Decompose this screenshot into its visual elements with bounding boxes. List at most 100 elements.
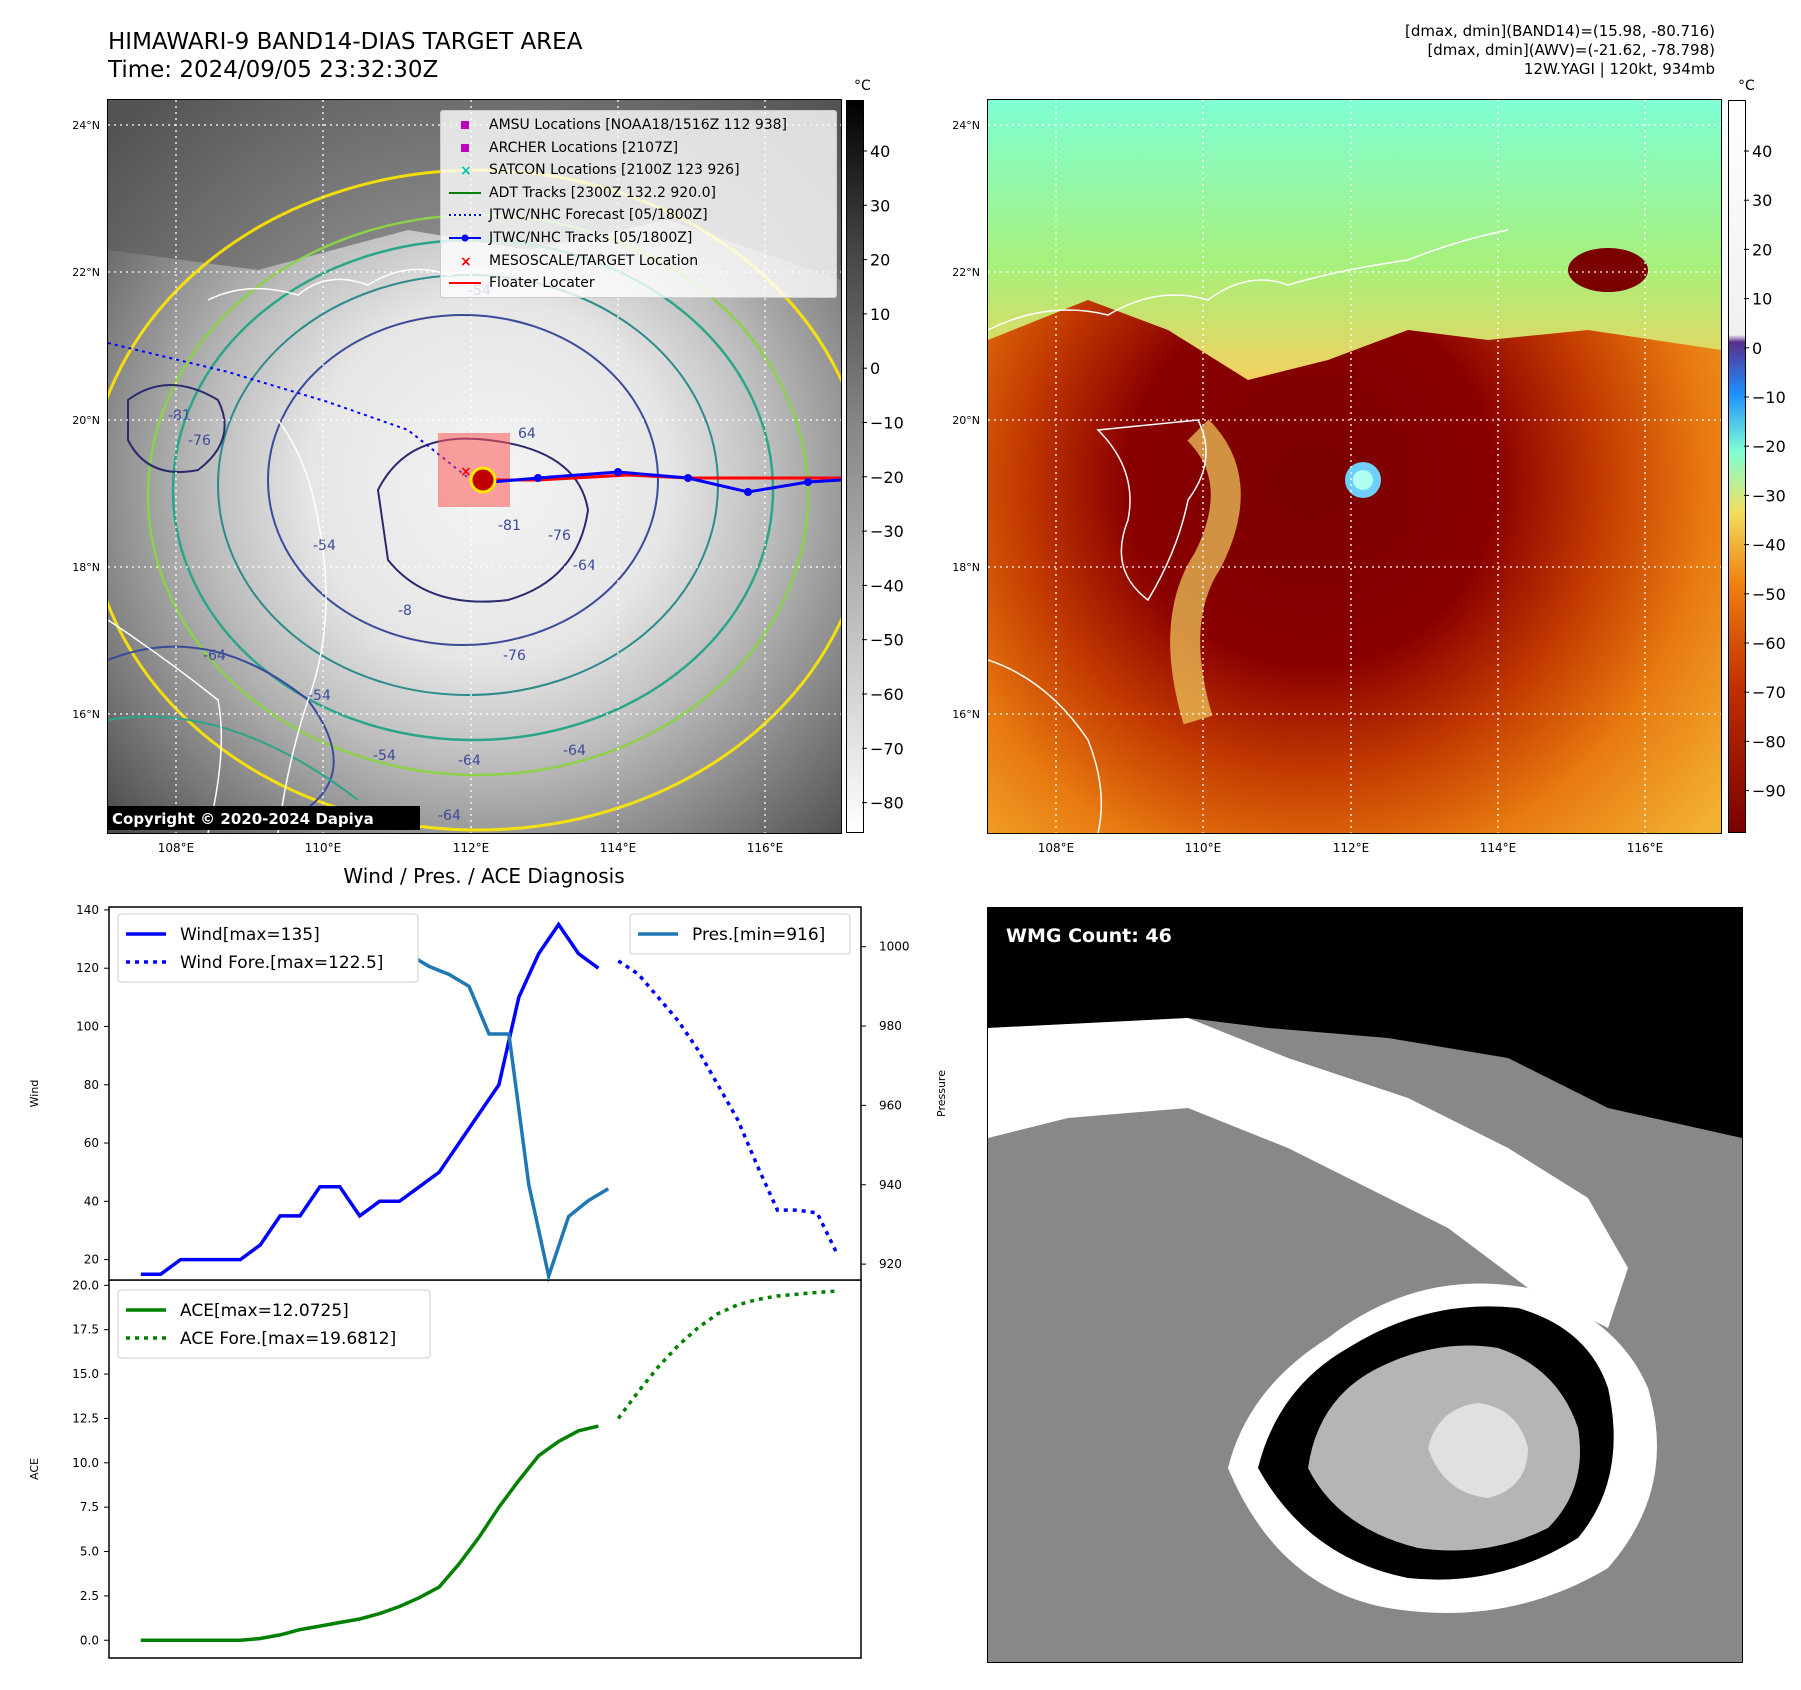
lon-label: 110°E [1185,841,1222,855]
y2-tick-label: 940 [879,1178,902,1192]
y-tick-label: 40 [84,1194,99,1208]
awv-map [988,100,1721,833]
lat-label: 22°N [72,266,100,279]
legend-swatch-icon [449,282,481,285]
legend-entry: ADT Tracks [2300Z 132.2 920.0] [447,183,716,203]
colorbar-tick-label: −50 [870,631,904,650]
y-tick-label: 12.5 [72,1411,99,1425]
legend-series-name: ACE Fore.[max=19.6812] [180,1329,396,1349]
title-line-2: Time: 2024/09/05 23:32:30Z [108,57,439,83]
contour-label: -76 [188,433,211,449]
legend-label: AMSU Locations [NOAA18/1516Z 112 938] [489,117,788,133]
legend-entry: × MESOSCALE/TARGET Location [447,251,698,271]
copyright-text: Copyright © 2020-2024 Dapiya [112,810,374,828]
contour-label: -64 [458,753,481,769]
colorbar-unit-left: °C [854,78,871,94]
track-legend: AMSU Locations [NOAA18/1516Z 112 938] ARC… [440,110,837,298]
legend-series-name: Wind Fore.[max=122.5] [180,953,383,973]
legend-swatch-icon [461,121,469,129]
chart-legend [117,1289,431,1359]
y-axis-label: ACE [28,1458,41,1480]
series-line [140,921,600,1276]
colorbar-tick-label: −80 [1752,732,1786,751]
wind-pressure-chart: 20 40 60 80 100 120 140 Wind 920 940 960 980 1000 Pre… [28,903,948,1283]
contour-label: -81 [498,518,521,534]
wmg-frame [987,907,1743,1663]
colorbar-tick-label: −80 [870,794,904,813]
y-tick-label: 15.0 [72,1367,99,1381]
wmg-panel: WMG Count: 46 [988,908,1742,1662]
legend-label: ADT Tracks [2300Z 132.2 920.0] [489,184,716,201]
legend-label: ARCHER Locations [2107Z] [489,139,679,156]
colorbar-left [846,100,864,833]
series-line [617,959,839,1255]
lon-label: 116°E [747,841,784,855]
diagnosis-title: Wind / Pres. / ACE Diagnosis [343,864,625,888]
lon-label: 112°E [453,841,490,855]
legend-series-name: ACE[max=12.0725] [180,1301,349,1321]
contour-label: -8 [398,603,412,619]
ir-map-frame [107,99,842,834]
y-tick-label: 20.0 [72,1280,99,1292]
legend-label: MESOSCALE/TARGET Location [489,252,699,269]
contour-label: -76 [503,648,526,664]
legend-entry: × SATCON Locations [2100Z 123 926] [447,160,740,180]
storm-center-marker [469,466,497,494]
lat-label: 20°N [952,414,980,427]
colorbar-right [1728,100,1746,833]
chart-legend [629,913,851,955]
ace-chart: 0.0 2.5 5.0 7.5 10.0 12.5 15.0 17.5 20.0 ACE ACE[m… [28,1280,862,1659]
contour-label: -64 [563,743,586,759]
y-axis-label: Wind [28,1080,41,1108]
legend-series-name: Pres.[min=916] [692,925,825,945]
legend-swatch-icon: × [460,163,472,178]
lat-label: 18°N [72,561,100,574]
colorbar-tick-label: −60 [1752,634,1786,653]
colorbar-tick-label: −10 [1752,388,1786,407]
title-line-1: HIMAWARI-9 BAND14-DIAS TARGET AREA [108,29,583,55]
colorbar-tick-label: −10 [870,414,904,433]
legend-swatch-icon [461,143,469,152]
svg-text:×: × [460,254,472,269]
y-tick-label: 7.5 [80,1500,99,1514]
colorbar-tick-label: −90 [1752,782,1786,801]
colorbar-right-ticks: 40 30 20 10 0 −10 −20 −30 −40 −50 −60 −70 −80 −90 [1744,142,1786,801]
contour-label: -64 [438,808,461,824]
legend-label: JTWC/NHC Tracks [05/1800Z] [489,230,693,246]
legend-swatch-icon [449,214,481,217]
copyright-box [108,806,420,830]
legend-label: SATCON Locations [2100Z 123 926] [489,162,740,179]
y-tick-label: 5.0 [80,1545,99,1559]
colorbar-tick-label: 20 [1752,240,1772,259]
lon-label: 114°E [600,841,637,855]
contour-label: -54 [313,538,336,554]
y2-tick-label: 980 [879,1019,902,1033]
legend-swatch-icon: × [460,254,472,269]
legend-series-name: Wind[max=135] [180,925,320,945]
legend-swatch-icon [449,234,481,242]
contour-label: -76 [548,528,571,544]
contour-label: -64 [573,558,596,574]
y-tick-label: 60 [84,1136,99,1150]
legend-entry: JTWC/NHC Tracks [05/1800Z] [447,228,692,248]
y-tick-label: 140 [76,903,99,917]
colorbar-tick-label: 10 [870,305,890,324]
plot-frame [108,1280,862,1659]
y-tick-label: 100 [76,1019,99,1033]
colorbar-tick-label: 0 [870,359,880,378]
y-tick-label: 0.0 [80,1633,99,1647]
legend-entry: ARCHER Locations [2107Z] [447,138,678,158]
colorbar-tick-label: −70 [1752,683,1786,702]
stats-line-1: [dmax, dmin](BAND14)=(15.98, -80.716) [1404,22,1715,40]
jtwc-track-points [534,468,812,496]
legend-label: Floater Locater [489,275,595,292]
legend-entry: AMSU Locations [NOAA18/1516Z 112 938] [447,115,787,135]
colorbar-tick-label: 30 [870,196,890,215]
map-axis-labels: 24°N 22°N 20°N 18°N 16°N 108°E 110°E 112°E 114°E… [72,119,1663,855]
colorbar-tick-label: −30 [870,522,904,541]
stats-line-2: [dmax, dmin](AWV)=(-21.62, -78.798) [1427,41,1715,59]
lat-label: 18°N [952,561,980,574]
y-tick-label: 17.5 [72,1323,99,1337]
awv-map-frame [987,99,1722,834]
colorbar-tick-label: 40 [1752,142,1772,161]
